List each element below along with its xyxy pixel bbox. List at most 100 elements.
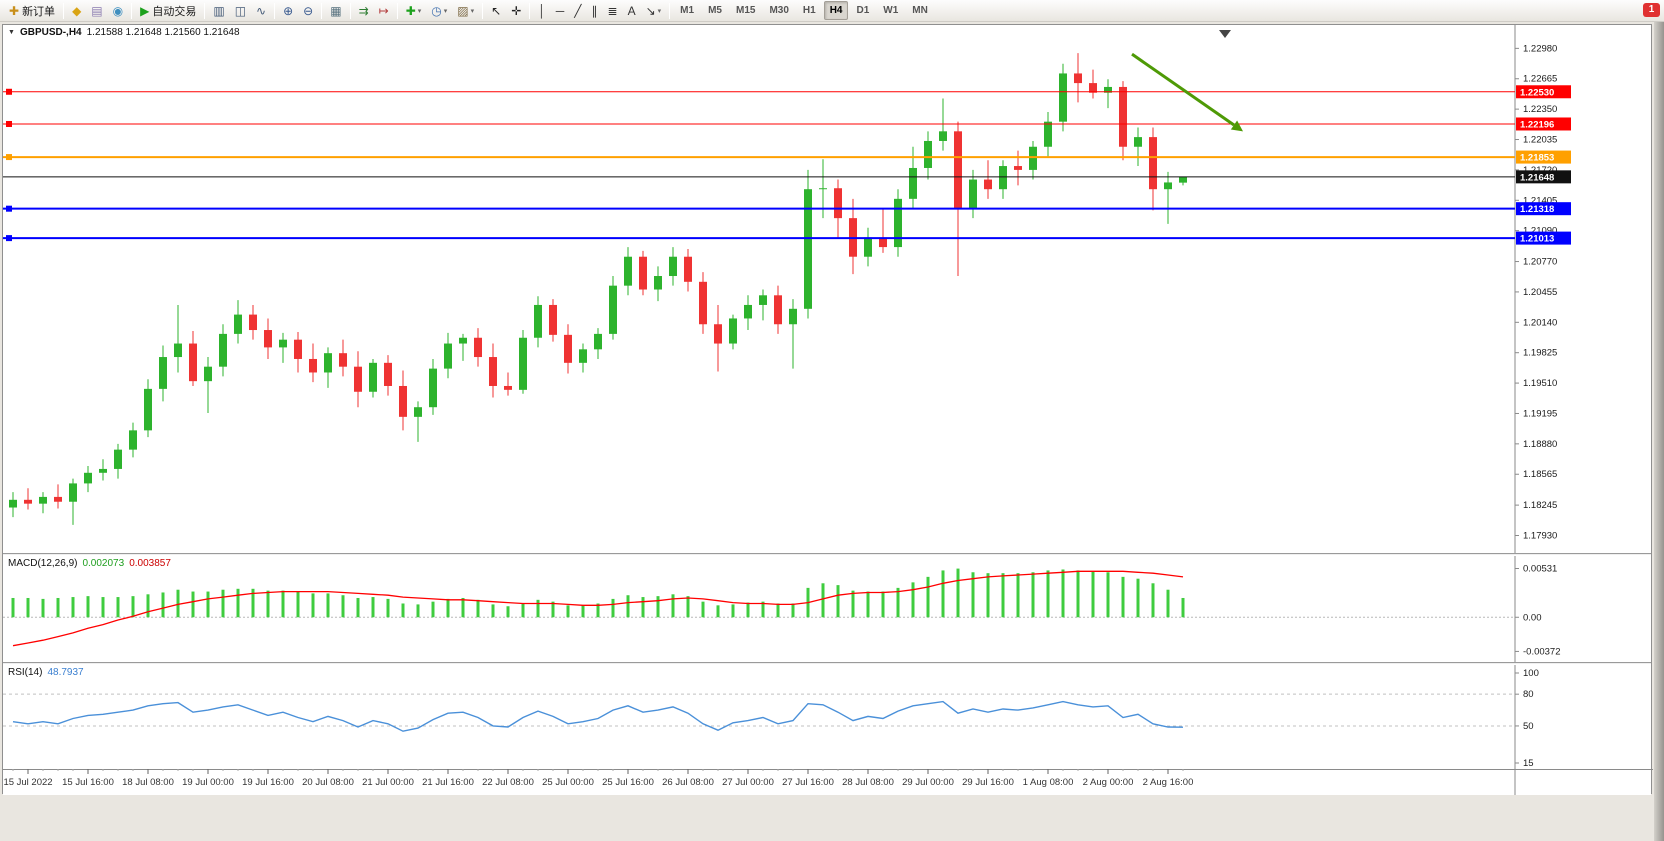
toolbar-separator xyxy=(63,2,65,19)
profiles-button[interactable]: ▤ xyxy=(87,1,106,20)
timeframe-m5-button[interactable]: M5 xyxy=(708,5,722,16)
rsi-panel[interactable]: 100 80 50 15 RSI(14) 48.7937 xyxy=(3,665,1651,769)
dropdown-arrow-icon[interactable]: ▾ xyxy=(417,7,422,15)
navigator-button[interactable]: ◉ xyxy=(109,1,127,20)
zoom-in-button[interactable]: ⊕ xyxy=(279,1,297,20)
toolbar-separator xyxy=(669,2,671,19)
candle xyxy=(249,314,257,331)
periods-button[interactable]: ◷ ▾ xyxy=(427,1,451,20)
price-scale-label: 1.19195 xyxy=(1523,408,1557,419)
timeframe-d1-button[interactable]: D1 xyxy=(856,5,870,16)
macd-histogram-bar xyxy=(551,601,555,618)
price-tag-label: 1.22530 xyxy=(1520,87,1554,98)
rsi-plot[interactable]: 100 80 50 15 xyxy=(3,665,1653,769)
notification-badge[interactable]: 1 xyxy=(1643,3,1660,17)
horizontal-line-button[interactable]: ─ xyxy=(552,1,569,20)
templates-button[interactable]: ▨ ▾ xyxy=(453,1,478,20)
fibonacci-button[interactable]: ≣ xyxy=(604,1,622,20)
timeframe-h4-button[interactable]: H4 xyxy=(823,1,849,20)
macd-histogram-bar xyxy=(431,601,435,618)
bar-chart-button[interactable]: ▥ xyxy=(209,1,228,20)
hline-anchor-marker[interactable] xyxy=(6,235,12,242)
dropdown-arrow-icon[interactable]: ▾ xyxy=(470,7,475,15)
macd-histogram-bar xyxy=(1076,570,1080,618)
macd-signal-line xyxy=(12,570,1184,647)
indicators-button[interactable]: ✚ ▾ xyxy=(402,1,426,20)
trend-arrow-line[interactable] xyxy=(1131,52,1235,127)
time-axis[interactable]: 15 Jul 2022 15 Jul 16:00 18 Jul 08:00 19 Ju… xyxy=(3,769,1653,795)
profiles-icon: ▤ xyxy=(91,3,103,18)
panel-separator[interactable] xyxy=(3,553,1651,556)
crosshair-icon: ✛ xyxy=(511,3,522,18)
right-edge-strip[interactable] xyxy=(1654,22,1664,841)
candle xyxy=(819,188,827,190)
chart-shift-marker[interactable] xyxy=(1219,30,1231,38)
hline-anchor-marker[interactable] xyxy=(6,205,12,212)
new-order-button-label: 新订单 xyxy=(22,5,56,18)
timeframe-mn-button[interactable]: MN xyxy=(912,5,928,16)
price-scale-label: 1.22665 xyxy=(1523,74,1557,85)
hline-anchor-marker[interactable] xyxy=(6,154,12,161)
price-scale-label: 1.18880 xyxy=(1523,439,1557,450)
channel-button[interactable]: ∥ xyxy=(588,1,602,20)
macd-histogram-bar xyxy=(611,598,615,618)
chart-window: 1.229801.226651.223501.220351.217201.214… xyxy=(2,24,1653,795)
macd-histogram-bar xyxy=(401,603,405,618)
time-axis-label: 27 Jul 00:00 xyxy=(722,777,774,788)
trend-arrow-head[interactable] xyxy=(1230,120,1243,132)
candle xyxy=(609,285,617,334)
cursor-icon: ↖ xyxy=(491,3,502,18)
toolbar-separator xyxy=(321,2,323,19)
fibonacci-icon: ≣ xyxy=(607,3,618,18)
candle xyxy=(99,468,107,473)
zoom-out-button[interactable]: ⊖ xyxy=(299,1,317,20)
dropdown-arrow-icon[interactable]: ▾ xyxy=(657,7,662,15)
line-chart-button[interactable]: ∿ xyxy=(252,1,270,20)
candle xyxy=(549,304,557,335)
candle xyxy=(324,353,332,373)
auto-trading-button[interactable]: ▶ 自动交易 xyxy=(136,1,200,20)
crosshair-button[interactable]: ✛ xyxy=(507,1,525,20)
time-axis-label: 27 Jul 16:00 xyxy=(782,777,834,788)
timeframe-m15-button[interactable]: M15 xyxy=(735,5,756,16)
rsi-scale-label: 15 xyxy=(1523,758,1534,769)
new-order-button[interactable]: ✚ 新订单 xyxy=(5,1,59,20)
candle xyxy=(354,366,362,392)
timeframe-w1-button[interactable]: W1 xyxy=(883,5,899,16)
cursor-button[interactable]: ↖ xyxy=(487,1,505,20)
price-scale-label: 1.17930 xyxy=(1523,530,1557,541)
panel-separator[interactable] xyxy=(3,662,1651,665)
arrows-button[interactable]: ↘ ▾ xyxy=(642,1,666,20)
macd-histogram-bar xyxy=(686,596,690,618)
main-chart-panel[interactable]: 1.229801.226651.223501.220351.217201.214… xyxy=(3,25,1651,553)
new-chart-button[interactable]: ◆ xyxy=(68,1,85,20)
main-chart-plot[interactable]: 1.229801.226651.223501.220351.217201.214… xyxy=(3,25,1653,553)
candle xyxy=(1149,137,1157,190)
macd-histogram-bar xyxy=(146,594,150,618)
timeframe-m30-button[interactable]: M30 xyxy=(769,5,789,16)
candle xyxy=(879,237,887,248)
hline-anchor-marker[interactable] xyxy=(6,120,12,127)
timeframe-h1-button[interactable]: H1 xyxy=(802,5,816,16)
price-scale-label: 1.20455 xyxy=(1523,287,1557,298)
chart-shift-button[interactable]: ↦ xyxy=(375,1,393,20)
macd-plot[interactable]: 0.00531 0.00 -0.00372 xyxy=(3,556,1653,662)
time-axis-label: 2 Aug 00:00 xyxy=(1083,777,1134,788)
candle xyxy=(894,198,902,248)
time-axis-label: 25 Jul 00:00 xyxy=(542,777,594,788)
new-chart-icon: ◆ xyxy=(72,3,82,18)
vertical-line-button[interactable]: │ xyxy=(534,1,550,20)
candle xyxy=(1119,86,1127,147)
macd-histogram-bar xyxy=(596,603,600,618)
macd-panel[interactable]: 0.00531 0.00 -0.00372 MACD(12,26,9) 0.0020… xyxy=(3,556,1651,662)
timeframe-m1-button[interactable]: M1 xyxy=(680,5,695,16)
dropdown-arrow-icon[interactable]: ▾ xyxy=(443,7,448,15)
candlestick-chart-button[interactable]: ◫ xyxy=(231,1,250,20)
trendline-button[interactable]: ╱ xyxy=(570,1,585,20)
macd-histogram-bar xyxy=(266,590,270,618)
hline-anchor-marker[interactable] xyxy=(6,88,12,95)
tile-windows-button[interactable]: ▦ xyxy=(326,1,345,20)
macd-histogram-bar xyxy=(791,603,795,618)
auto-scroll-button[interactable]: ⇉ xyxy=(355,1,373,20)
text-button[interactable]: A xyxy=(624,1,640,20)
